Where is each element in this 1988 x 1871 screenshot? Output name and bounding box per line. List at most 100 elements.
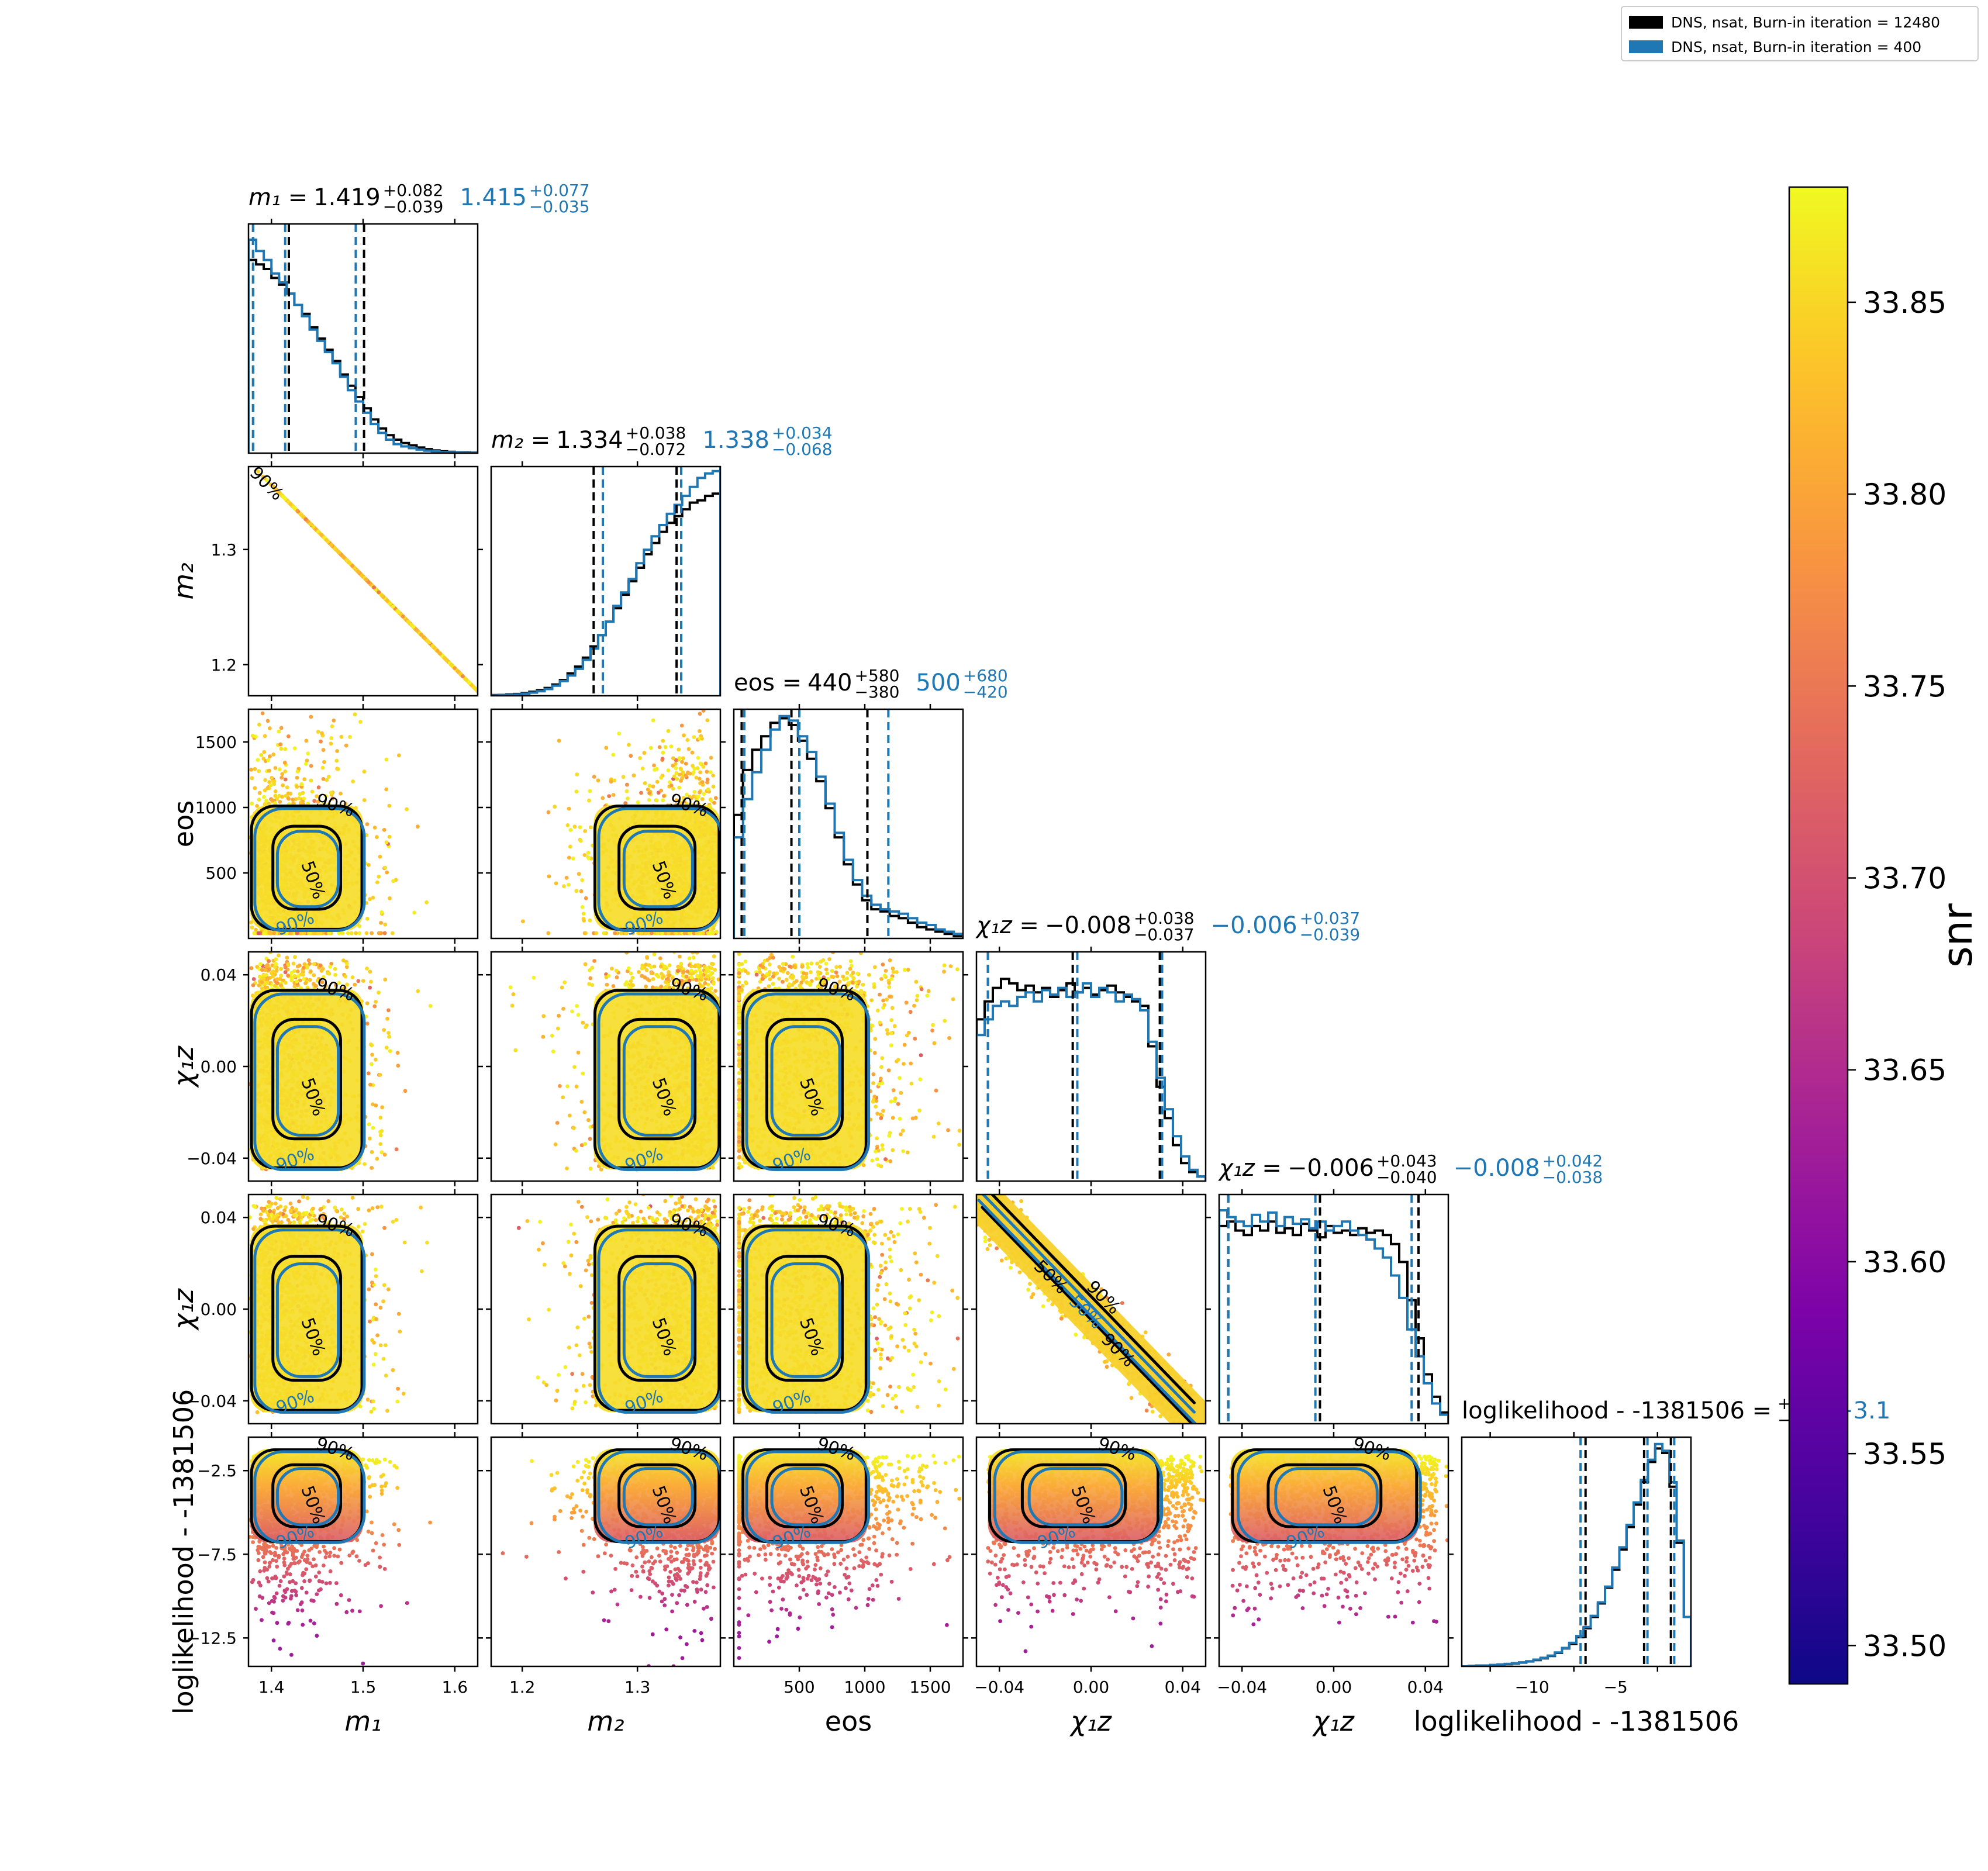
title-plus-black: +0.038 xyxy=(626,423,686,443)
colorbar-gradient xyxy=(1788,186,1849,1685)
colorbar-tick-label: 33.65 xyxy=(1863,1054,1946,1088)
axes-frame xyxy=(1461,1436,1692,1668)
title-plus-blue: +0.037 xyxy=(1300,909,1361,928)
histogram-chi1z_a xyxy=(975,947,1207,1186)
colorbar-tick-label: 33.70 xyxy=(1863,862,1946,896)
scatter-m2-vs-chi1z_b xyxy=(486,1189,726,1429)
contour-90-blue xyxy=(597,807,720,933)
title-plus-blue: +680 xyxy=(963,666,1008,685)
contour-90-blue xyxy=(253,992,366,1171)
title-minus-black: −0.072 xyxy=(626,440,686,459)
title-prefix: loglikelihood - -1381506 = xyxy=(1462,1397,1772,1424)
hist-black xyxy=(1462,1447,1691,1666)
contour-50-blue xyxy=(770,1025,841,1137)
density-core xyxy=(976,1195,1206,1424)
contour-90-blue xyxy=(253,1450,366,1544)
scatter-m2-vs-eos xyxy=(486,704,726,944)
scatter-chi1z_b-vs-loglikelihood xyxy=(1214,1432,1454,1672)
title-value-blue: 1.338 xyxy=(702,427,769,454)
title-plus-black: +580 xyxy=(855,666,900,685)
contour-90-blue xyxy=(1236,1450,1422,1544)
y-tick-label: 500 xyxy=(206,864,237,883)
colorbar-tick-label: 33.80 xyxy=(1863,478,1946,512)
contour-90-blue xyxy=(745,1450,871,1544)
title-plus-blue: +0.042 xyxy=(1542,1151,1603,1171)
contour-50-blue xyxy=(977,1199,1197,1424)
density-core xyxy=(1230,1449,1419,1543)
x-axis-label: χ₁z xyxy=(1069,1706,1112,1737)
title-minus-blue: −420 xyxy=(963,682,1008,702)
contour-50-blue xyxy=(1274,1467,1379,1527)
title-prefix: χ₁z = xyxy=(1218,1155,1282,1182)
axes-frame xyxy=(733,1436,964,1668)
scatter-eos-vs-chi1z_a xyxy=(729,947,968,1186)
contour-90-black xyxy=(250,989,364,1169)
hist-black xyxy=(976,978,1206,1181)
x-axis-label: eos xyxy=(825,1706,872,1737)
contour-50-blue xyxy=(622,1025,694,1137)
legend-label-black: DNS, nsat, Burn-in iteration = 12480 xyxy=(1671,14,1940,31)
y-tick-label: −0.04 xyxy=(187,1392,237,1411)
hist-black xyxy=(734,717,963,938)
title-value-blue: −0.006 xyxy=(1211,912,1297,939)
scatter-chi1z_a-vs-chi1z_b xyxy=(971,1189,1211,1429)
x-tick-label: 1.4 xyxy=(258,1677,285,1697)
title-plus-black: +0.043 xyxy=(1376,1151,1437,1171)
title-minus-blue: −0.038 xyxy=(1542,1168,1603,1187)
x-axis-label: m₂ xyxy=(587,1706,624,1737)
histogram-loglikelihood xyxy=(1461,1432,1692,1672)
contour-50-black xyxy=(617,1017,697,1141)
axes-frame xyxy=(490,1436,722,1668)
colorbar-tick-label: 33.50 xyxy=(1863,1629,1946,1663)
hist-blue xyxy=(1462,1442,1691,1666)
y-tick-label: −0.04 xyxy=(187,1149,237,1168)
scatter-m1-vs-eos xyxy=(243,704,483,944)
y-tick-label: 0.04 xyxy=(201,1208,237,1227)
contour-90-black xyxy=(593,989,720,1169)
y-tick-label: 0.00 xyxy=(201,1300,237,1319)
histogram-chi1z_b xyxy=(1218,1189,1449,1429)
contour-90-blue xyxy=(253,807,366,933)
x-tick-label: 500 xyxy=(784,1677,814,1697)
axes-frame xyxy=(490,708,722,940)
contour-50-black xyxy=(1020,1463,1127,1528)
hist-blue xyxy=(1219,1209,1448,1424)
contour-50-black xyxy=(765,1463,844,1528)
scatter-m1-vs-m2 xyxy=(243,461,483,701)
title-prefix: m₁ = xyxy=(248,184,308,211)
scatter-m1-vs-chi1z_a xyxy=(243,947,483,1186)
histogram-m1 xyxy=(247,219,479,458)
histogram-eos xyxy=(733,704,964,944)
colorbar-tick-label: 33.60 xyxy=(1863,1245,1946,1279)
title-value-blue: 500 xyxy=(916,669,960,696)
panel-title-eos: eos = 440 +580−380 500 +680−420 xyxy=(734,666,1008,702)
contour-50-blue xyxy=(275,1025,340,1137)
contour-50-blue xyxy=(981,1195,1196,1414)
scatter-m1-vs-chi1z_b xyxy=(243,1189,483,1429)
contour-90-blue xyxy=(253,1228,366,1414)
contour-90-blue xyxy=(597,1450,720,1544)
contour-90-blue xyxy=(745,992,871,1171)
x-axis-label: loglikelihood - -1381506 xyxy=(1414,1706,1740,1737)
scatter-eos-vs-loglikelihood xyxy=(729,1432,968,1672)
scatter-chi1z_a-vs-loglikelihood xyxy=(971,1432,1211,1672)
title-value-black: −0.006 xyxy=(1288,1155,1374,1182)
contour-50-blue xyxy=(275,1467,340,1527)
colorbar-tick-label: 33.75 xyxy=(1863,669,1946,703)
axes-frame xyxy=(490,465,722,697)
x-tick-label: 1.6 xyxy=(442,1677,468,1697)
contour-90-blue xyxy=(993,1450,1164,1544)
contour-50-blue xyxy=(622,830,694,909)
colorbar-label: snr xyxy=(1934,903,1982,968)
contour-50-black xyxy=(271,1017,342,1141)
x-tick-label: 0.00 xyxy=(1073,1677,1109,1697)
legend-entry-blue: DNS, nsat, Burn-in iteration = 400 xyxy=(1629,35,1921,58)
contour-90-black xyxy=(593,1224,720,1412)
contour-50-black xyxy=(617,1463,697,1528)
y-tick-label: 1000 xyxy=(195,798,237,817)
y-tick-label: 1.2 xyxy=(210,655,237,675)
legend-label-blue: DNS, nsat, Burn-in iteration = 400 xyxy=(1671,39,1921,56)
hist-blue xyxy=(734,714,963,938)
contour-90-black xyxy=(250,1224,364,1412)
